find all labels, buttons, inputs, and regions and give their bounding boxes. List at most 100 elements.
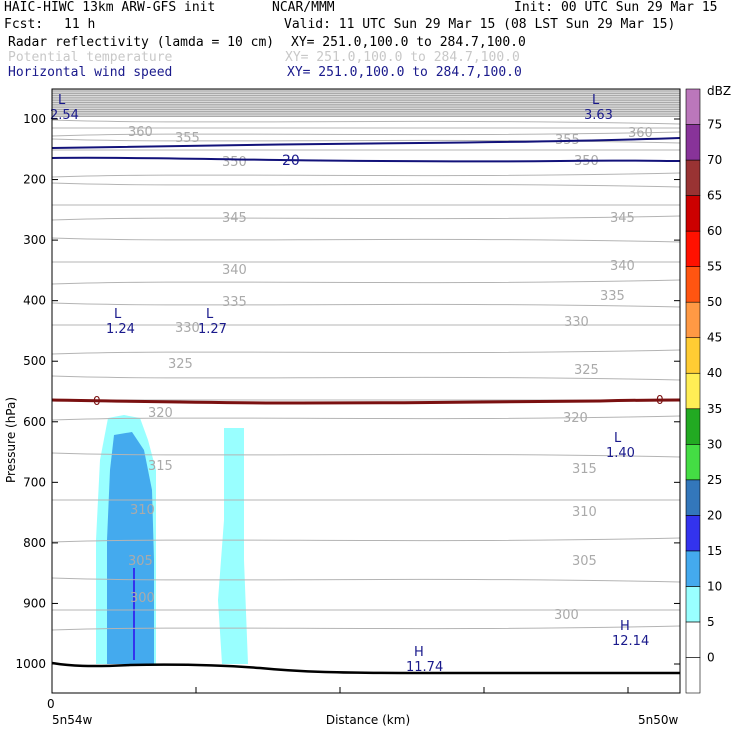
field-xy-wind: XY= 251.0,100.0 to 284.7,100.0 bbox=[287, 65, 522, 80]
theta-contour-line bbox=[51, 452, 681, 458]
theta-contour-label: 335 bbox=[600, 289, 625, 304]
colorbar-segment bbox=[685, 479, 701, 516]
theta-contour-line bbox=[51, 415, 681, 421]
colorbar-segment bbox=[685, 586, 701, 623]
theta-contour-label: 325 bbox=[574, 363, 599, 378]
forecast-label: Fcst: bbox=[4, 17, 44, 32]
colorbar-label: 30 bbox=[707, 437, 722, 451]
field-xy-reflectivity: XY= 251.0,100.0 to 284.7,100.0 bbox=[291, 35, 526, 50]
theta-contour-label: 340 bbox=[222, 263, 247, 278]
extremum-value: 3.63 bbox=[584, 108, 613, 123]
theta-contour-label: 325 bbox=[168, 357, 193, 372]
colorbar-segment bbox=[685, 124, 701, 161]
y-tick-label: 300 bbox=[23, 233, 46, 247]
theta-contour-line bbox=[51, 375, 681, 381]
colorbar-segment bbox=[685, 195, 701, 232]
extremum-type: H bbox=[620, 619, 630, 634]
theta-contour-label: 310 bbox=[130, 503, 155, 518]
colorbar-segment bbox=[685, 408, 701, 445]
y-tick-label: 200 bbox=[23, 173, 46, 187]
extremum-value: 11.74 bbox=[406, 660, 443, 675]
wind-contour-line-lower bbox=[51, 156, 681, 163]
theta-contour-label: 350 bbox=[222, 155, 247, 170]
extremum-type: L bbox=[206, 307, 214, 322]
y-axis-title: Pressure (hPa) bbox=[4, 397, 18, 483]
org-label: NCAR/MMM bbox=[272, 0, 335, 15]
theta-contour-line bbox=[51, 302, 681, 308]
colorbar-label: 15 bbox=[707, 544, 722, 558]
x-axis-title: Distance (km) bbox=[326, 713, 410, 727]
y-tick-label: 500 bbox=[23, 354, 46, 368]
theta-contour-label: 360 bbox=[128, 125, 153, 140]
colorbar-segment bbox=[685, 621, 701, 658]
x-axis-start-label: 5n54w bbox=[52, 713, 93, 727]
extremum-type: L bbox=[114, 307, 122, 322]
extremum-type: H bbox=[414, 645, 424, 660]
field-name-reflectivity: Radar reflectivity (lamda = 10 cm) bbox=[8, 35, 275, 50]
theta-contour-line bbox=[51, 215, 681, 221]
theta-contour-label: 345 bbox=[610, 211, 635, 226]
colorbar-segment bbox=[685, 230, 701, 267]
theta-contour-label: 335 bbox=[222, 295, 247, 310]
colorbar-segment bbox=[685, 443, 701, 481]
theta-contour-label: 330 bbox=[564, 315, 589, 330]
colorbar-segment bbox=[685, 266, 701, 303]
x-tick-label-0: 0 bbox=[47, 697, 55, 711]
colorbar-segment bbox=[685, 372, 701, 410]
colorbar-label: 25 bbox=[707, 473, 722, 487]
freezing-level-line bbox=[51, 398, 681, 405]
theta-contour-label: 315 bbox=[148, 459, 173, 474]
theta-contour-label: 320 bbox=[563, 411, 588, 426]
extremum-type: L bbox=[58, 93, 66, 108]
theta-contour-line bbox=[51, 182, 681, 188]
reflectivity-10dbz-area-2 bbox=[218, 428, 248, 664]
freezing-level-label-left: 0 bbox=[93, 394, 101, 408]
theta-contour-line bbox=[51, 172, 681, 178]
colorbar-unit: dBZ bbox=[707, 84, 731, 98]
colorbar-label: 75 bbox=[707, 118, 722, 132]
theta-contour-label: 315 bbox=[572, 462, 597, 477]
colorbar-label: 10 bbox=[707, 579, 722, 593]
field-xy-theta: XY= 251.0,100.0 to 284.7,100.0 bbox=[285, 50, 520, 65]
theta-contour-line bbox=[51, 537, 681, 543]
freezing-level-label-right: 0 bbox=[656, 393, 664, 407]
colorbar-label: 70 bbox=[707, 153, 722, 167]
colorbar-label: 40 bbox=[707, 366, 722, 380]
x-axis bbox=[195, 687, 629, 693]
extremum-value: 12.14 bbox=[612, 634, 649, 649]
colorbar-segment bbox=[685, 88, 701, 125]
extremum-value: 1.27 bbox=[198, 322, 227, 337]
extremum-type: L bbox=[614, 431, 622, 446]
y-tick-label: 100 bbox=[23, 112, 46, 126]
theta-contour-label: 345 bbox=[222, 211, 247, 226]
y-tick-label: 700 bbox=[23, 475, 46, 489]
y-tick-label: 1000 bbox=[15, 657, 46, 671]
colorbar-segment bbox=[685, 515, 701, 552]
colorbar-label: 50 bbox=[707, 295, 722, 309]
extremum-value: 1.24 bbox=[106, 322, 135, 337]
extremum-value: 1.40 bbox=[606, 446, 635, 461]
theta-contour-label: 320 bbox=[148, 406, 173, 421]
theta-contour-line bbox=[51, 237, 681, 243]
terrain-surface-line bbox=[51, 661, 680, 675]
colorbar-label: 65 bbox=[707, 189, 722, 203]
forecast-hours: 11 h bbox=[64, 17, 96, 32]
theta-contour-label: 305 bbox=[128, 554, 153, 569]
colorbar-segment bbox=[685, 657, 701, 694]
theta-contour-label: 300 bbox=[130, 591, 155, 606]
theta-contour-line bbox=[51, 625, 681, 631]
y-tick-label: 400 bbox=[23, 294, 46, 308]
colorbar-label: 55 bbox=[707, 260, 722, 274]
wind-contour-line-upper bbox=[51, 137, 681, 149]
reflectivity-strong-core bbox=[133, 568, 135, 660]
reflectivity-shading bbox=[96, 415, 248, 664]
x-axis-end-label: 5n50w bbox=[638, 713, 679, 727]
colorbar-segment bbox=[685, 301, 701, 339]
theta-contour-label: 340 bbox=[610, 259, 635, 274]
colorbar-label: 0 bbox=[707, 650, 715, 664]
valid-time: Valid: 11 UTC Sun 29 Mar 15 (08 LST Sun … bbox=[284, 17, 676, 32]
